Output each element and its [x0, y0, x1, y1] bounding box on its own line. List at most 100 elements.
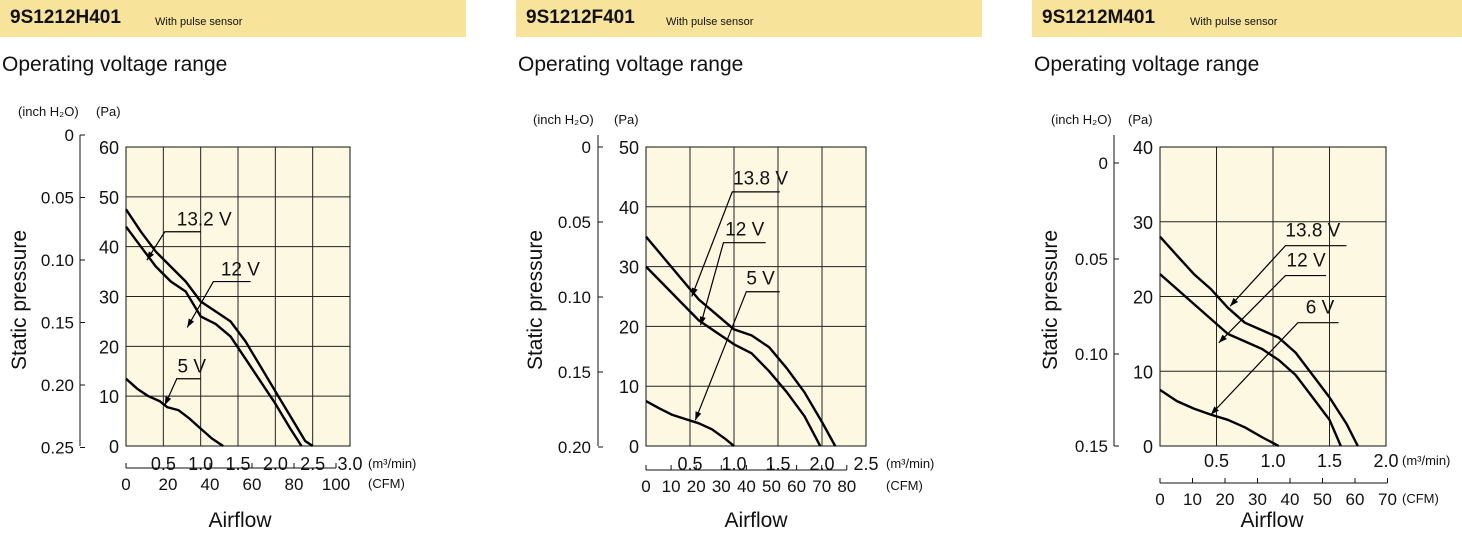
y-tick-label-pa: 0: [109, 437, 119, 457]
y-tick-label-inch: 0.10: [1075, 345, 1108, 364]
series-leader-line: [1229, 245, 1347, 307]
y-tick-label-pa: 60: [99, 138, 119, 158]
y-tick-label-inch: 0.20: [558, 438, 591, 457]
x-tick-label-cfm: 0: [121, 475, 130, 494]
x-tick-label-m3min: 1.0: [1260, 451, 1285, 471]
y-axis-title: Static pressure: [8, 230, 31, 370]
series-line-2: [125, 225, 303, 447]
y-tick-label-inch: 0.05: [558, 213, 591, 232]
x-tick-label-cfm: 0: [641, 477, 650, 496]
y-tick-label-pa: 0: [629, 437, 639, 457]
model-header-bar: 9S1212F401 With pulse sensor: [516, 0, 982, 37]
series-line-1: [1159, 235, 1359, 447]
y-tick-label-pa: 20: [99, 337, 119, 357]
y-unit-secondary-label: (inch H₂O): [18, 104, 79, 119]
chart-panel-3: 9S1212M401 With pulse sensor Operating v…: [1032, 0, 1462, 537]
y-tick-label-inch: 0: [582, 138, 591, 157]
chart-panel-1: 9S1212H401 With pulse sensor Operating v…: [0, 0, 466, 537]
x-tick-label-m3min: 2.5: [300, 454, 325, 474]
x-unit-primary-label: (m³/min): [368, 456, 416, 471]
series-label: 13.8 V: [733, 169, 788, 190]
plot-area: [645, 146, 867, 447]
x-tick-label-cfm: 70: [1378, 490, 1397, 509]
y-tick-label-inch: 0.15: [1075, 437, 1108, 456]
y-tick-label-inch: 0.05: [41, 189, 74, 208]
model-header-bar: 9S1212M401 With pulse sensor: [1032, 0, 1462, 37]
series-label: 12 V: [221, 260, 260, 281]
x-tick-label-cfm: 0: [1155, 490, 1164, 509]
series-leader-line: [1210, 322, 1339, 416]
x-tick-label-cfm: 40: [737, 477, 756, 496]
series-leader-line: [699, 242, 766, 326]
y-tick-label-pa: 20: [1133, 288, 1153, 308]
y-unit-primary-label: (Pa): [614, 112, 639, 127]
model-name: 9S1212H401: [10, 7, 121, 28]
x-tick-label-m3min: 3.0: [337, 454, 362, 474]
y-tick-label-inch: 0.05: [1075, 250, 1108, 269]
series-label: 13.2 V: [177, 210, 232, 231]
x-tick-label-cfm: 10: [662, 477, 681, 496]
x-tick-label-cfm: 60: [787, 477, 806, 496]
y-axis-title: Static pressure: [524, 230, 547, 370]
y-tick-label-pa: 10: [619, 377, 639, 397]
y-tick-label-inch: 0: [1099, 154, 1108, 173]
x-unit-secondary-label: (CFM): [1402, 491, 1439, 506]
series-leader-line: [691, 191, 780, 297]
y-tick-label-inch: 0.15: [558, 363, 591, 382]
y-axis-title: Static pressure: [1039, 230, 1062, 370]
x-tick-label-m3min: 1.5: [225, 454, 250, 474]
series-label: 13.8 V: [1285, 221, 1340, 242]
x-tick-label-m3min: 2.0: [263, 454, 288, 474]
y-tick-label-pa: 50: [99, 188, 119, 208]
y-tick-label-pa: 40: [99, 238, 119, 258]
x-tick-label-cfm: 40: [1281, 490, 1300, 509]
sensor-label: With pulse sensor: [155, 16, 243, 28]
x-unit-secondary-label: (CFM): [368, 476, 405, 491]
x-axis-title: Airflow: [724, 509, 788, 532]
model-header-bar: 9S1212H401 With pulse sensor: [0, 0, 466, 37]
series-label: 6 V: [1306, 298, 1335, 319]
y-tick-label-inch: 0: [65, 126, 74, 145]
y-unit-secondary-label: (inch H₂O): [1051, 112, 1112, 127]
y-tick-label-pa: 20: [619, 317, 639, 337]
chart-subtitle: Operating voltage range: [518, 53, 744, 76]
x-tick-label-m3min: 1.5: [1317, 451, 1342, 471]
series-leader-arrow: [691, 287, 698, 297]
x-tick-label-cfm: 30: [1248, 490, 1267, 509]
series-leader-arrow: [164, 396, 172, 406]
series-leader-arrow: [1218, 334, 1227, 343]
series-label: 12 V: [725, 220, 764, 241]
series-label: 5 V: [746, 269, 775, 290]
x-tick-label-m3min: 2.0: [809, 454, 834, 474]
x-tick-label-cfm: 80: [285, 475, 304, 494]
series-leader-arrow: [699, 316, 706, 326]
x-tick-label-m3min: 0.5: [677, 454, 702, 474]
x-tick-label-cfm: 50: [1313, 490, 1332, 509]
sensor-label: With pulse sensor: [666, 16, 754, 28]
y-unit-secondary-label: (inch H₂O): [533, 112, 594, 127]
model-name: 9S1212M401: [1042, 7, 1156, 28]
y-tick-label-pa: 40: [619, 198, 639, 218]
x-unit-secondary-label: (CFM): [886, 478, 923, 493]
y-tick-label-pa: 10: [99, 387, 119, 407]
series-leader-arrow: [187, 318, 195, 328]
y-tick-label-pa: 40: [1133, 138, 1153, 158]
chart-subtitle: Operating voltage range: [1034, 53, 1260, 76]
x-tick-label-cfm: 100: [322, 475, 350, 494]
series-leader-arrow: [695, 411, 702, 421]
y-tick-label-pa: 30: [99, 288, 119, 308]
series-line-3: [645, 400, 735, 447]
y-unit-primary-label: (Pa): [1128, 112, 1153, 127]
model-name: 9S1212F401: [526, 7, 635, 28]
series-line-3: [1159, 388, 1280, 448]
x-tick-label-cfm: 70: [812, 477, 831, 496]
x-tick-label-cfm: 20: [687, 477, 706, 496]
x-tick-label-cfm: 50: [762, 477, 781, 496]
y-tick-label-inch: 0.10: [41, 251, 74, 270]
y-tick-label-inch: 0.25: [41, 439, 74, 458]
x-tick-label-m3min: 0.5: [151, 454, 176, 474]
y-tick-label-pa: 10: [1133, 362, 1153, 382]
x-tick-label-cfm: 30: [712, 477, 731, 496]
x-tick-label-cfm: 20: [159, 475, 178, 494]
